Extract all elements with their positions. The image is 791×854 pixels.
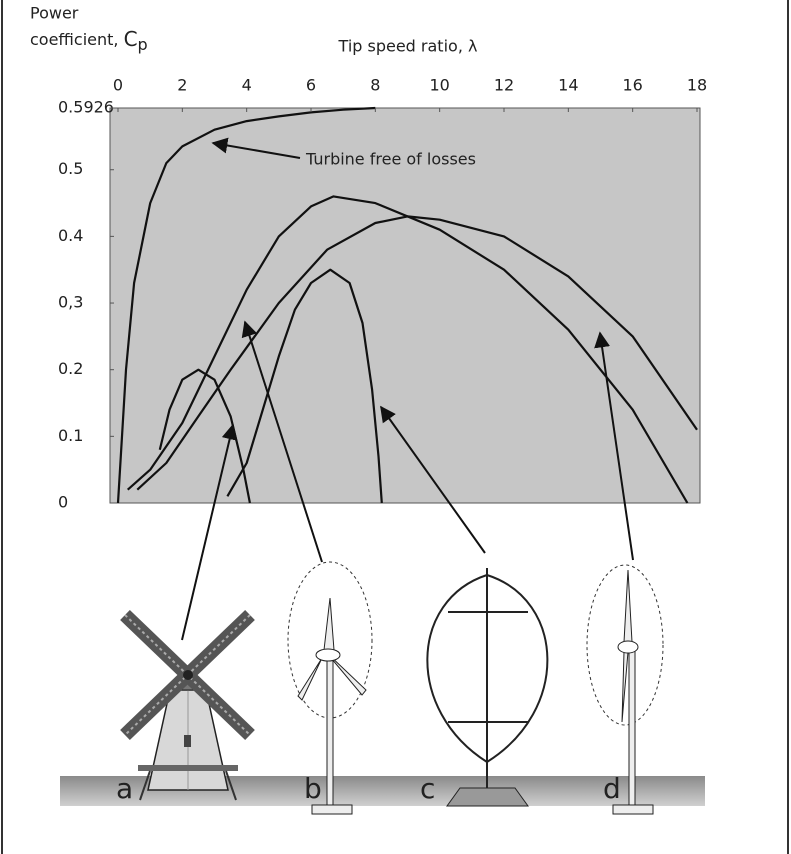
turbine-letter: d [603,772,621,805]
x-tick-label: 14 [558,76,578,95]
x-axis-label: Tip speed ratio, λ [338,37,478,56]
y-axis-label: coefficient, Cp [30,27,148,54]
y-tick-label: 0.4 [58,226,83,245]
x-tick-label: 6 [306,76,316,95]
x-tick-label: 16 [622,76,642,95]
x-tick-label: 4 [242,76,252,95]
x-tick-label: 12 [494,76,514,95]
x-tick-label: 18 [687,76,707,95]
x-tick-label: 0 [113,76,123,95]
y-axis-label: coefficient, [30,30,124,49]
x-tick-label: 8 [370,76,380,95]
y-axis-label: p [138,35,148,54]
turbine-letter: b [304,772,322,805]
figure: Power coefficient, Cp Tip speed ratio, λ… [0,0,791,854]
y-tick-label: 0.1 [58,426,83,445]
y-tick-label: 0.2 [58,359,83,378]
annotation: Turbine free of losses [305,150,476,169]
turbine-letter: c [420,772,435,805]
y-axis-label: Power [30,4,79,23]
turbine-illustration [427,568,547,806]
y-tick-label: 0 [58,493,68,512]
x-tick-label: 10 [429,76,449,95]
y-tick-label: 0,3 [58,293,83,312]
turbine-letter: a [116,772,133,805]
y-tick-label: 0.5 [58,159,83,178]
x-tick-label: 2 [177,76,187,95]
windmill-illustration [125,615,250,800]
y-axis-label: C [124,27,138,51]
y-tick-label: 0.5926 [58,98,114,117]
